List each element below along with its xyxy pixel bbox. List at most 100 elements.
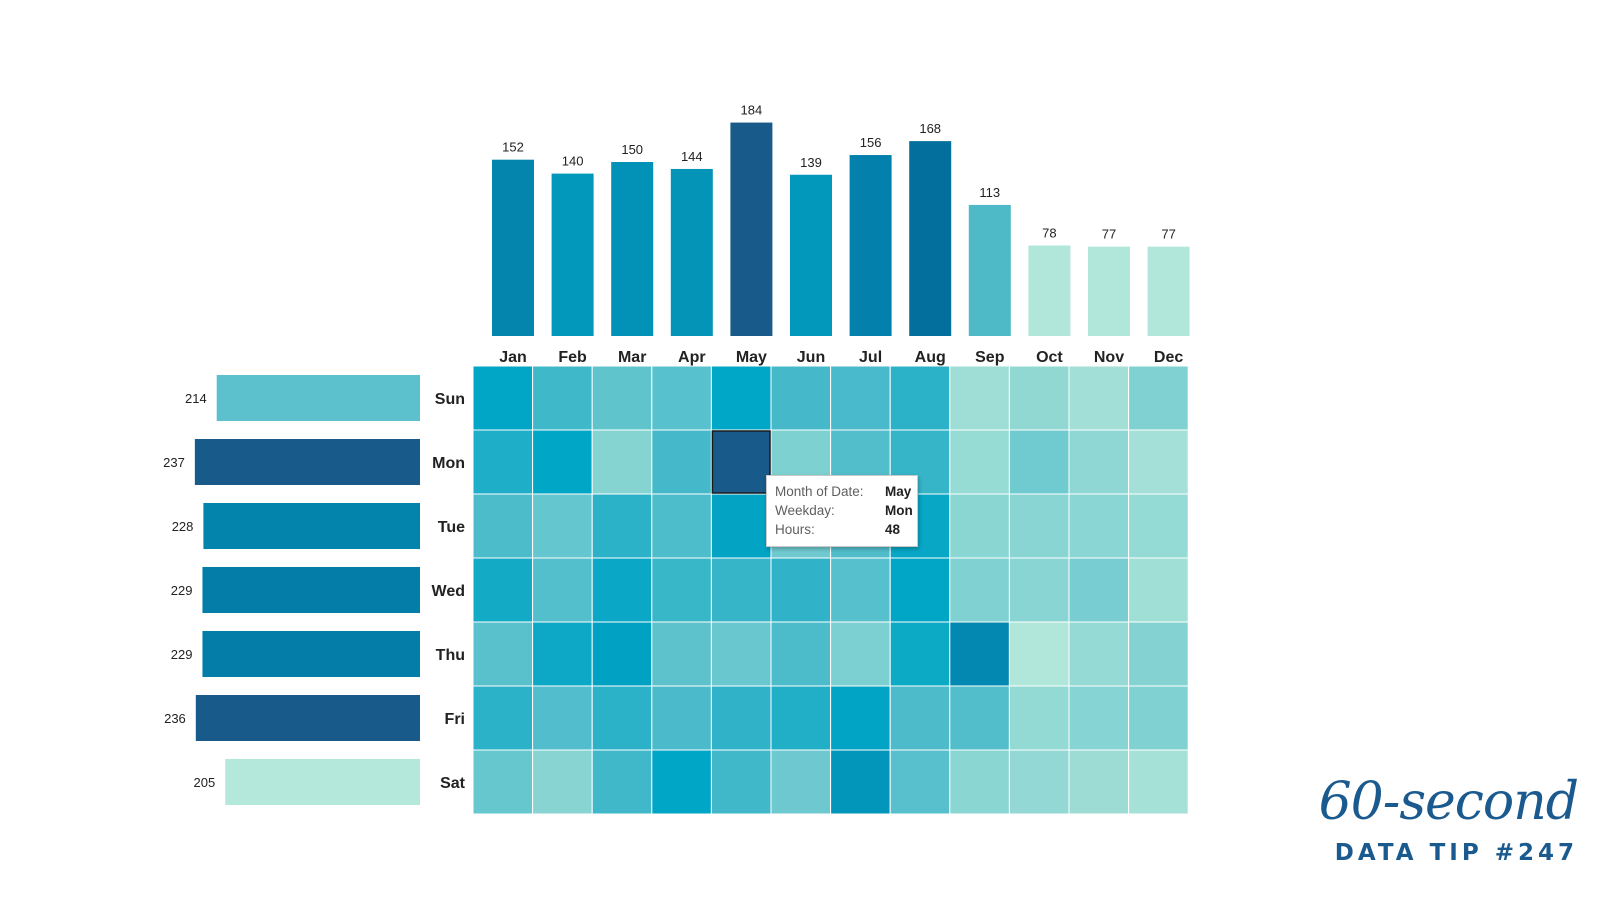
heatmap-cell-thu-jun[interactable] bbox=[770, 621, 832, 687]
heatmap-cell-sat-aug[interactable] bbox=[889, 749, 951, 815]
heatmap-cell-sun-aug[interactable] bbox=[889, 365, 951, 431]
heatmap-cell-thu-aug[interactable] bbox=[889, 621, 951, 687]
month-bar-sep[interactable] bbox=[968, 204, 1011, 336]
weekday-bar-fri[interactable] bbox=[195, 695, 420, 741]
month-bar-aug[interactable] bbox=[909, 141, 952, 336]
heatmap-cell-sun-oct[interactable] bbox=[1008, 365, 1070, 431]
heatmap-cell-tue-may[interactable] bbox=[710, 493, 772, 559]
heatmap-cell-tue-oct[interactable] bbox=[1008, 493, 1070, 559]
heatmap-cell-sun-sep[interactable] bbox=[949, 365, 1010, 431]
heatmap-cell-wed-feb[interactable] bbox=[532, 557, 593, 623]
month-bar-feb[interactable] bbox=[551, 173, 594, 336]
heatmap-cell-fri-jul[interactable] bbox=[830, 685, 891, 751]
month-bar-value-label: 140 bbox=[562, 154, 584, 169]
heatmap-cell-wed-apr[interactable] bbox=[651, 557, 712, 623]
heatmap-cell-tue-dec[interactable] bbox=[1128, 493, 1189, 559]
weekday-bar-sun[interactable] bbox=[216, 375, 420, 421]
heatmap-cell-thu-mar[interactable] bbox=[591, 621, 653, 687]
heatmap-cell-sat-jun[interactable] bbox=[770, 749, 832, 815]
heatmap-cell-fri-dec[interactable] bbox=[1128, 685, 1189, 751]
weekday-bar-sat[interactable] bbox=[225, 759, 420, 805]
heatmap-cell-fri-sep[interactable] bbox=[949, 685, 1010, 751]
heatmap-cell-mon-dec[interactable] bbox=[1128, 429, 1189, 495]
heatmap-cell-mon-apr[interactable] bbox=[651, 429, 712, 495]
heatmap-cell-mon-feb[interactable] bbox=[532, 429, 593, 495]
heatmap-cell-fri-feb[interactable] bbox=[532, 685, 593, 751]
weekday-bar-thu[interactable] bbox=[202, 631, 420, 677]
heatmap-cell-sat-feb[interactable] bbox=[532, 749, 593, 815]
heatmap-cell-wed-dec[interactable] bbox=[1128, 557, 1189, 623]
weekday-bar-wed[interactable] bbox=[202, 567, 420, 613]
heatmap-cell-thu-oct[interactable] bbox=[1008, 621, 1070, 687]
heatmap-cell-wed-aug[interactable] bbox=[889, 557, 951, 623]
heatmap-cell-sun-dec[interactable] bbox=[1128, 365, 1189, 431]
heatmap-cell-fri-jun[interactable] bbox=[770, 685, 832, 751]
month-bar-oct[interactable] bbox=[1028, 245, 1071, 336]
heatmap-cell-sat-jan[interactable] bbox=[472, 749, 534, 815]
heatmap-cell-sun-apr[interactable] bbox=[651, 365, 712, 431]
month-bar-mar[interactable] bbox=[611, 162, 654, 336]
heatmap-cell-wed-sep[interactable] bbox=[949, 557, 1010, 623]
heatmap-cell-tue-feb[interactable] bbox=[532, 493, 593, 559]
heatmap-cell-sun-jun[interactable] bbox=[770, 365, 832, 431]
heatmap-cell-thu-dec[interactable] bbox=[1128, 621, 1189, 687]
heatmap-cell-sat-may[interactable] bbox=[710, 749, 772, 815]
heatmap-cell-thu-sep[interactable] bbox=[949, 621, 1010, 687]
heatmap-cell-sun-feb[interactable] bbox=[532, 365, 593, 431]
heatmap-cell-tue-sep[interactable] bbox=[949, 493, 1010, 559]
month-bar-nov[interactable] bbox=[1088, 246, 1130, 336]
heatmap-cell-sat-nov[interactable] bbox=[1068, 749, 1130, 815]
heatmap-cell-mon-jan[interactable] bbox=[472, 429, 534, 495]
heatmap-cell-sat-dec[interactable] bbox=[1128, 749, 1189, 815]
heatmap-cell-fri-aug[interactable] bbox=[889, 685, 951, 751]
weekday-bar-mon[interactable] bbox=[194, 439, 420, 485]
heatmap-cell-thu-jul[interactable] bbox=[830, 621, 891, 687]
heatmap-cell-wed-jul[interactable] bbox=[830, 557, 891, 623]
heatmap-cell-wed-mar[interactable] bbox=[591, 557, 653, 623]
heatmap-cell-mon-sep[interactable] bbox=[949, 429, 1010, 495]
heatmap-cell-sat-sep[interactable] bbox=[949, 749, 1010, 815]
month-bar-dec[interactable] bbox=[1147, 246, 1190, 336]
month-bar-jan[interactable] bbox=[492, 159, 534, 336]
heatmap-cell-wed-may[interactable] bbox=[710, 557, 772, 623]
weekday-axis-label: Thu bbox=[436, 647, 465, 664]
heatmap-cell-sun-nov[interactable] bbox=[1068, 365, 1130, 431]
weekday-bar-tue[interactable] bbox=[203, 503, 420, 549]
heatmap-cell-fri-nov[interactable] bbox=[1068, 685, 1130, 751]
heatmap-cell-wed-nov[interactable] bbox=[1068, 557, 1130, 623]
heatmap-cell-sun-jan[interactable] bbox=[472, 365, 534, 431]
heatmap-cell-fri-apr[interactable] bbox=[651, 685, 712, 751]
heatmap-cell-sat-jul[interactable] bbox=[830, 749, 891, 815]
heatmap-cell-tue-jan[interactable] bbox=[472, 493, 534, 559]
heatmap-cell-sun-jul[interactable] bbox=[830, 365, 891, 431]
heatmap-cell-thu-may[interactable] bbox=[710, 621, 772, 687]
heatmap-cell-tue-nov[interactable] bbox=[1068, 493, 1130, 559]
heatmap-cell-thu-nov[interactable] bbox=[1068, 621, 1130, 687]
heatmap-cell-mon-may[interactable] bbox=[710, 429, 772, 495]
month-bar-jun[interactable] bbox=[790, 174, 832, 336]
heatmap-cell-sun-mar[interactable] bbox=[591, 365, 653, 431]
month-bar-may[interactable] bbox=[730, 122, 773, 336]
heatmap-cell-mon-oct[interactable] bbox=[1008, 429, 1070, 495]
heatmap-cell-thu-jan[interactable] bbox=[472, 621, 534, 687]
weekday-axis: Sun Mon Tue Wed Thu Fri Sat bbox=[432, 391, 466, 792]
month-bar-apr[interactable] bbox=[670, 168, 713, 336]
heatmap-cell-tue-mar[interactable] bbox=[591, 493, 653, 559]
heatmap-cell-sun-may[interactable] bbox=[710, 365, 772, 431]
heatmap-cell-sat-mar[interactable] bbox=[591, 749, 653, 815]
heatmap-cell-mon-nov[interactable] bbox=[1068, 429, 1130, 495]
heatmap-cell-fri-oct[interactable] bbox=[1008, 685, 1070, 751]
month-bar-jul[interactable] bbox=[849, 155, 892, 336]
heatmap-cell-sat-oct[interactable] bbox=[1008, 749, 1070, 815]
heatmap-cell-fri-jan[interactable] bbox=[472, 685, 534, 751]
heatmap-cell-mon-mar[interactable] bbox=[591, 429, 653, 495]
heatmap-cell-wed-jan[interactable] bbox=[472, 557, 534, 623]
heatmap-cell-sat-apr[interactable] bbox=[651, 749, 712, 815]
heatmap-cell-thu-apr[interactable] bbox=[651, 621, 712, 687]
heatmap-cell-fri-may[interactable] bbox=[710, 685, 772, 751]
heatmap-cell-fri-mar[interactable] bbox=[591, 685, 653, 751]
heatmap-cell-tue-apr[interactable] bbox=[651, 493, 712, 559]
heatmap-cell-wed-jun[interactable] bbox=[770, 557, 832, 623]
heatmap-cell-wed-oct[interactable] bbox=[1008, 557, 1070, 623]
heatmap-cell-thu-feb[interactable] bbox=[532, 621, 593, 687]
